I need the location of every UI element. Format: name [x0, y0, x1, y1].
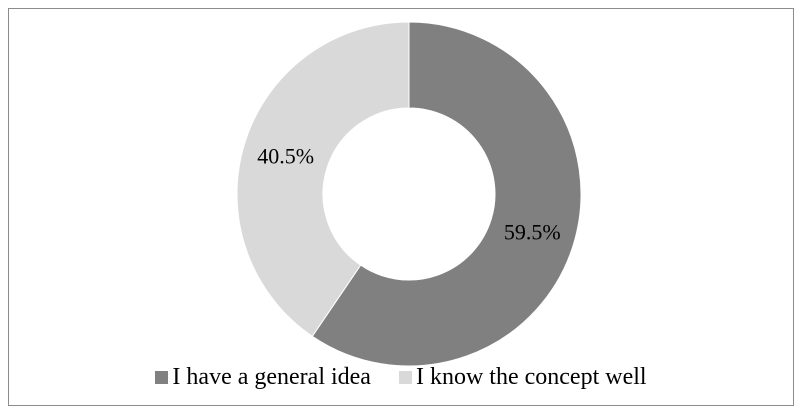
legend-label-concept-well: I know the concept well: [415, 364, 647, 390]
slices-group: [236, 21, 582, 367]
legend-item-general-idea: I have a general idea: [155, 364, 371, 391]
legend-swatch-general-idea: [155, 371, 169, 384]
slice-2: [236, 21, 410, 337]
chart-area: 59.5% 40.5% I have a general idea I know …: [8, 8, 794, 406]
data-label-1: 59.5%: [504, 219, 561, 244]
legend-swatch-concept-well: [398, 371, 412, 384]
slice-1: [311, 21, 582, 367]
legend-item-concept-well: I know the concept well: [398, 364, 647, 391]
data-labels-group: 59.5% 40.5%: [257, 144, 560, 245]
legend: I have a general idea I know the concept…: [9, 364, 793, 391]
data-label-2: 40.5%: [257, 144, 314, 169]
doughnut-chart: 59.5% 40.5%: [236, 21, 582, 367]
legend-label-general-idea: I have a general idea: [172, 364, 371, 390]
